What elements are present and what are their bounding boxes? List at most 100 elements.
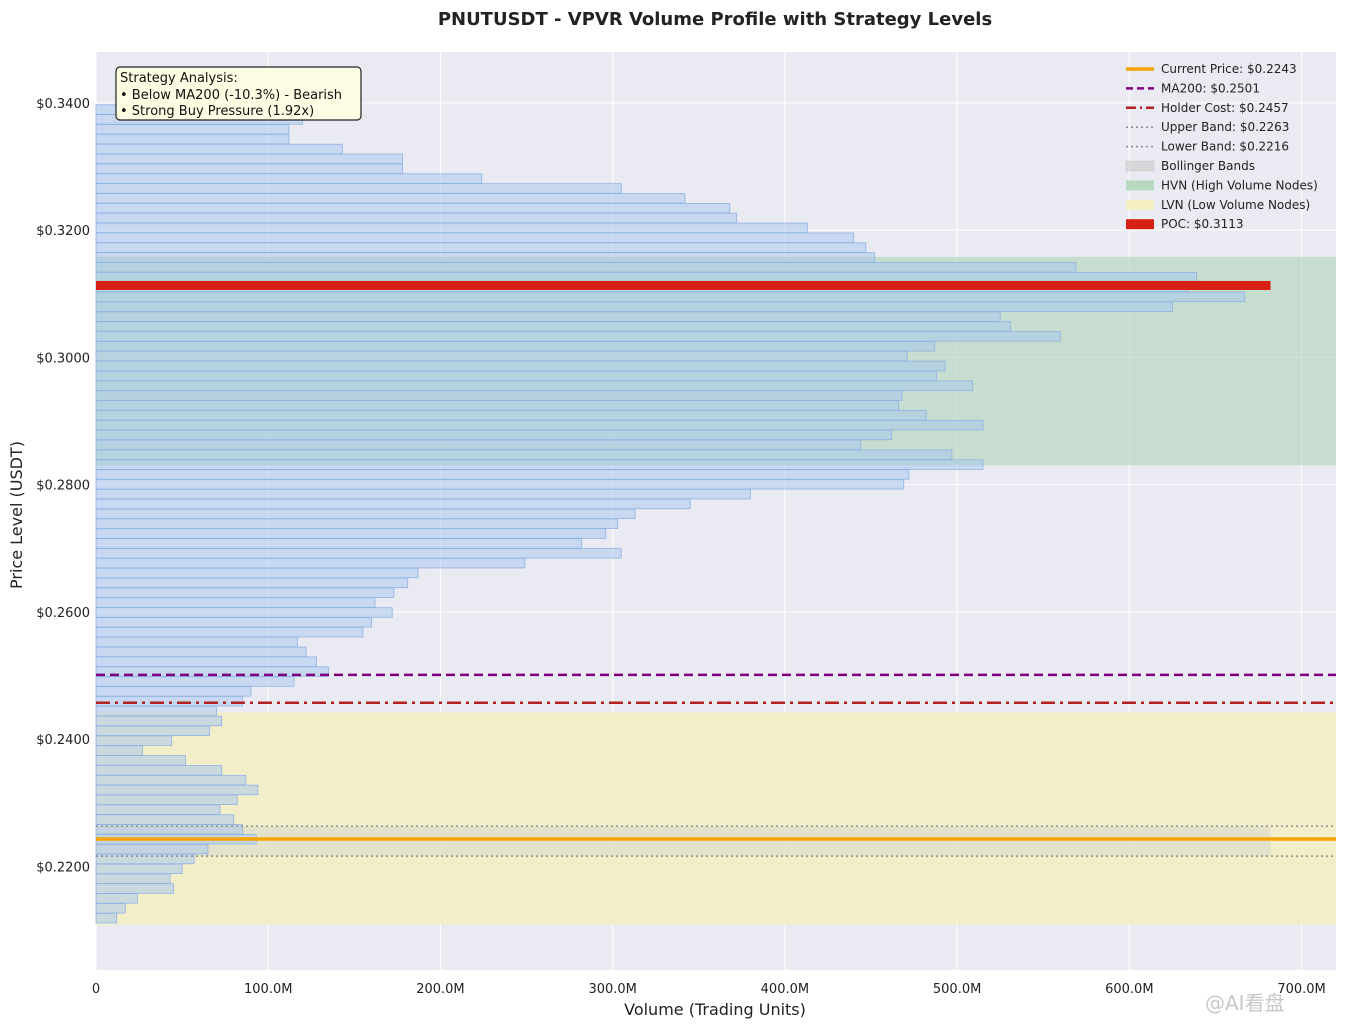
poc-bar — [96, 280, 1271, 290]
volume-bar — [95, 646, 307, 658]
volume-bar — [95, 784, 259, 796]
volume-bar — [95, 488, 751, 500]
volume-bar — [95, 370, 937, 381]
x-tick-label: 300.0M — [588, 982, 636, 997]
volume-bar — [95, 163, 403, 174]
bollinger-band-area — [96, 826, 1271, 857]
legend-entry: Current Price: $0.2243 — [1126, 62, 1297, 76]
x-tick-label: 200.0M — [416, 982, 464, 997]
volume-bar — [95, 518, 619, 529]
strategy-levels — [96, 280, 1336, 857]
volume-bar — [95, 577, 409, 589]
legend-entry: Lower Band: $0.2216 — [1126, 140, 1289, 154]
volume-bar — [95, 705, 217, 717]
legend-entry: Bollinger Bands — [1125, 159, 1255, 173]
annotation-line-1: Strategy Analysis: — [120, 71, 238, 86]
volume-bar — [95, 380, 974, 391]
volume-bar — [95, 479, 905, 490]
volume-bar — [95, 410, 927, 421]
volume-bar — [95, 755, 186, 766]
volume-bar — [95, 765, 223, 776]
volume-bar — [95, 183, 622, 194]
volume-bar — [95, 350, 908, 362]
legend-entry: LVN (Low Volume Nodes) — [1126, 198, 1310, 212]
watermark-text: @AI看盘 — [1205, 991, 1285, 1015]
volume-bar — [95, 173, 483, 184]
volume-bar — [95, 222, 808, 234]
volume-bar — [95, 193, 686, 204]
volume-bar — [95, 202, 731, 214]
legend-label: Current Price: $0.2243 — [1161, 62, 1297, 76]
volume-bar — [95, 439, 862, 451]
x-tick-label: 600.0M — [1105, 982, 1153, 997]
volume-bar — [95, 400, 899, 411]
volume-bar — [95, 636, 298, 648]
volume-bar — [95, 656, 317, 667]
volume-bar — [95, 696, 243, 707]
legend-label: Holder Cost: $0.2457 — [1161, 101, 1289, 115]
legend: Current Price: $0.2243 MA200: $0.2501 Hold… — [1125, 62, 1318, 231]
legend-label: Upper Band: $0.2263 — [1161, 120, 1289, 134]
volume-bar — [95, 311, 1001, 322]
chart-title: PNUTUSDT - VPVR Volume Profile with Stra… — [438, 9, 992, 30]
volume-bar — [95, 725, 211, 736]
volume-bar — [95, 893, 138, 904]
annotation-line-2: • Below MA200 (-10.3%) - Bearish — [120, 88, 342, 103]
volume-bar — [95, 419, 984, 431]
volume-bar — [95, 587, 395, 598]
volume-bar — [95, 469, 910, 480]
volume-bar — [95, 715, 223, 727]
volume-bar — [95, 528, 607, 539]
legend-patch-swatch — [1126, 219, 1154, 230]
y-tick-label: $0.2200 — [36, 860, 90, 875]
volume-bar — [95, 538, 583, 549]
x-tick-label: 100.0M — [244, 982, 292, 997]
volume-bar — [95, 903, 126, 914]
legend-label: LVN (Low Volume Nodes) — [1161, 198, 1310, 212]
legend-entry: Upper Band: $0.2263 — [1126, 120, 1289, 134]
volume-bar — [95, 459, 984, 470]
volume-bar — [95, 153, 403, 165]
volume-bar — [95, 262, 1077, 273]
volume-bar — [95, 242, 867, 253]
x-tick-label: 700.0M — [1277, 982, 1325, 997]
volume-bar — [95, 390, 903, 401]
volume-bar — [95, 804, 221, 815]
y-tick-label: $0.2600 — [36, 606, 90, 621]
volume-bar — [95, 676, 295, 687]
volume-bar — [95, 873, 171, 884]
volume-bar — [95, 607, 393, 618]
volume-bar — [95, 883, 174, 894]
legend-label: HVN (High Volume Nodes) — [1161, 178, 1318, 192]
volume-bar — [95, 686, 252, 697]
legend-patch-swatch — [1126, 180, 1154, 191]
volume-bar — [95, 291, 1246, 303]
volume-bar — [95, 232, 855, 243]
volume-bar — [95, 212, 738, 224]
legend-entry: Holder Cost: $0.2457 — [1126, 101, 1289, 115]
volume-bar — [95, 626, 364, 638]
legend-patch-swatch — [1126, 199, 1154, 210]
y-tick-label: $0.3200 — [36, 224, 90, 239]
lvn-zone — [96, 712, 1336, 925]
volume-bar — [95, 597, 376, 608]
volume-bar — [95, 567, 419, 579]
y-axis-label: Price Level (USDT) — [7, 441, 26, 589]
volume-bar — [95, 794, 238, 805]
x-tick-label: 400.0M — [761, 982, 809, 997]
volume-bar — [95, 301, 1173, 312]
volume-bar — [95, 735, 173, 746]
volume-bar — [95, 863, 183, 875]
volume-bar — [95, 814, 235, 825]
tick-labels: 0 100.0M 200.0M 300.0M 400.0M 500.0M 600.0M 700… — [36, 97, 1326, 997]
legend-label: Bollinger Bands — [1161, 159, 1255, 173]
volume-bar — [95, 124, 290, 135]
legend-entry: POC: $0.3113 — [1126, 217, 1244, 231]
volume-bar — [95, 912, 118, 924]
volume-bar — [95, 133, 290, 145]
y-tick-label: $0.3000 — [36, 351, 90, 366]
legend-entry: HVN (High Volume Nodes) — [1126, 178, 1318, 192]
volume-bar — [95, 843, 209, 855]
volume-bar — [95, 557, 526, 569]
